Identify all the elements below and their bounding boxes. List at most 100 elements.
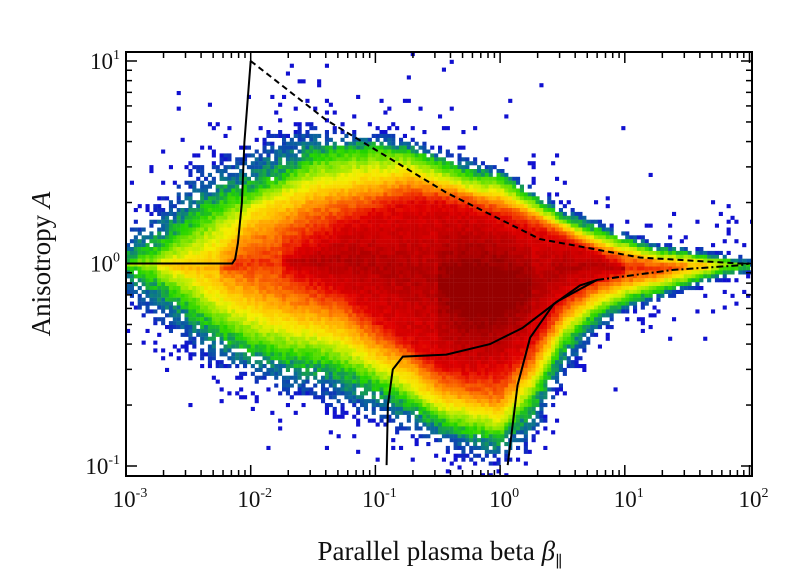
- heatmap-cell: [391, 309, 396, 314]
- heatmap-cell: [387, 254, 392, 259]
- heatmap-cell: [406, 286, 411, 291]
- heatmap-cell: [348, 169, 353, 174]
- heatmap-cell: [406, 418, 411, 423]
- heatmap-cell: [457, 169, 462, 174]
- heatmap-cell: [453, 305, 458, 310]
- heatmap-cell: [266, 313, 271, 318]
- heatmap-cell: [438, 184, 443, 189]
- heatmap-cell: [328, 328, 333, 333]
- heatmap-cell: [426, 340, 431, 345]
- heatmap-cell: [352, 360, 357, 365]
- heatmap-cell: [410, 399, 415, 404]
- heatmap-cell: [227, 200, 232, 205]
- heatmap-cell: [254, 282, 259, 287]
- heatmap-cell: [399, 192, 404, 197]
- heatmap-cell: [406, 375, 411, 380]
- heatmap-cell: [313, 325, 318, 330]
- heatmap-cell: [153, 348, 158, 353]
- heatmap-cell: [235, 235, 240, 240]
- heatmap-cell: [282, 364, 287, 369]
- heatmap-cell: [410, 332, 415, 337]
- heatmap-cell: [426, 418, 431, 423]
- heatmap-cell: [344, 286, 349, 291]
- heatmap-cell: [449, 328, 454, 333]
- heatmap-cell: [274, 149, 279, 154]
- heatmap-cell: [321, 184, 326, 189]
- heatmap-cell: [422, 223, 427, 228]
- heatmap-cell: [133, 208, 138, 213]
- heatmap-cell: [379, 130, 384, 135]
- heatmap-cell: [332, 223, 337, 228]
- heatmap-cell: [441, 348, 446, 353]
- heatmap-cell: [399, 137, 404, 142]
- heatmap-cell: [285, 208, 290, 213]
- heatmap-cell: [402, 176, 407, 181]
- heatmap-cell: [184, 344, 189, 349]
- heatmap-cell: [399, 371, 404, 376]
- heatmap-cell: [445, 250, 450, 255]
- heatmap-cell: [414, 180, 419, 185]
- heatmap-cell: [324, 215, 329, 220]
- heatmap-cell: [387, 106, 392, 111]
- heatmap-cell: [453, 192, 458, 197]
- heatmap-cell: [313, 301, 318, 306]
- heatmap-cell: [383, 297, 388, 302]
- heatmap-cell: [356, 196, 361, 201]
- heatmap-cell: [200, 321, 205, 326]
- heatmap-cell: [180, 321, 185, 326]
- heatmap-cell: [367, 375, 372, 380]
- heatmap-cell: [453, 336, 458, 341]
- heatmap-cell: [196, 328, 201, 333]
- heatmap-cell: [262, 223, 267, 228]
- heatmap-cell: [305, 317, 310, 322]
- heatmap-cell: [126, 286, 131, 291]
- heatmap-cell: [379, 305, 384, 310]
- heatmap-cell: [410, 137, 415, 142]
- heatmap-cell: [453, 180, 458, 185]
- heatmap-cell: [137, 305, 142, 310]
- heatmap-cell: [434, 278, 439, 283]
- heatmap-cell: [266, 250, 271, 255]
- heatmap-cell: [449, 371, 454, 376]
- heatmap-cell: [336, 169, 341, 174]
- heatmap-cell: [282, 211, 287, 216]
- heatmap-cell: [258, 239, 263, 244]
- heatmap-cell: [192, 184, 197, 189]
- heatmap-cell: [336, 379, 341, 384]
- heatmap-cell: [254, 293, 259, 298]
- heatmap-cell: [282, 274, 287, 279]
- heatmap-cell: [258, 208, 263, 213]
- heatmap-cell: [235, 254, 240, 259]
- heatmap-cell: [461, 254, 466, 259]
- heatmap-cell: [223, 278, 228, 283]
- heatmap-cell: [457, 227, 462, 232]
- heatmap-cell: [363, 340, 368, 345]
- heatmap-cell: [274, 258, 279, 263]
- heatmap-cell: [192, 344, 197, 349]
- heatmap-cell: [285, 340, 290, 345]
- heatmap-cell: [379, 165, 384, 170]
- heatmap-cell: [445, 235, 450, 240]
- heatmap-cell: [188, 352, 193, 357]
- heatmap-cell: [406, 145, 411, 150]
- heatmap-cell: [282, 270, 287, 275]
- heatmap-cell: [426, 410, 431, 415]
- heatmap-cell: [356, 325, 361, 330]
- heatmap-cell: [305, 130, 310, 135]
- heatmap-cell: [399, 321, 404, 326]
- heatmap-cell: [406, 293, 411, 298]
- heatmap-cell: [449, 321, 454, 326]
- heatmap-cell: [278, 223, 283, 228]
- heatmap-cell: [227, 172, 232, 177]
- heatmap-cell: [422, 157, 427, 162]
- heatmap-cell: [379, 180, 384, 185]
- heatmap-cell: [254, 332, 259, 337]
- heatmap-cell: [344, 223, 349, 228]
- heatmap-cell: [196, 169, 201, 174]
- heatmap-cell: [324, 247, 329, 252]
- heatmap-cell: [375, 340, 380, 345]
- heatmap-cell: [293, 274, 298, 279]
- heatmap-cell: [188, 328, 193, 333]
- heatmap-cell: [305, 145, 310, 150]
- heatmap-cell: [441, 430, 446, 435]
